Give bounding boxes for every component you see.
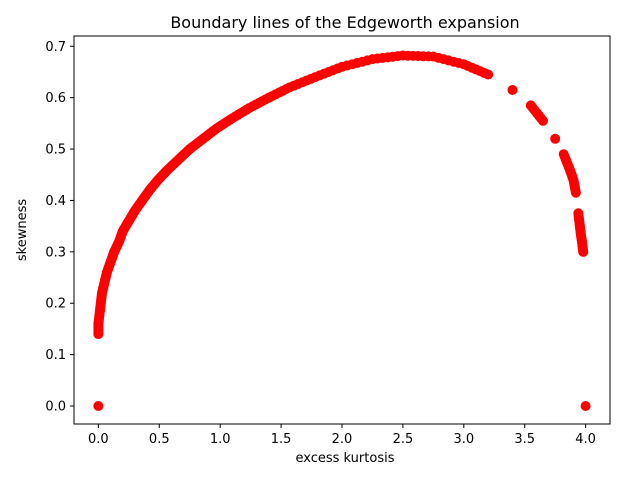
- y-tick-label: 0.2: [45, 297, 66, 312]
- x-axis-ticks: 0.0 0.5 1.0 1.5 2.0 2.5 3.0 3.5 4.0: [88, 424, 596, 447]
- y-axis-label: skewness: [15, 199, 30, 261]
- data-point: [93, 401, 104, 412]
- y-axis-ticks: 0.0 0.1 0.2 0.3 0.4 0.5 0.6 0.7: [45, 40, 74, 415]
- y-tick-label: 0.6: [45, 91, 66, 106]
- data-point: [483, 69, 494, 80]
- x-tick-label: 0.0: [88, 432, 109, 447]
- data-points: [93, 50, 591, 412]
- x-axis-label: excess kurtosis: [296, 451, 395, 466]
- x-tick-label: 2.0: [332, 432, 353, 447]
- y-tick-label: 0.5: [45, 143, 66, 158]
- data-point: [570, 187, 581, 198]
- x-tick-label: 1.5: [271, 432, 292, 447]
- x-tick-label: 1.0: [210, 432, 231, 447]
- y-tick-label: 0.1: [45, 348, 66, 363]
- data-point: [550, 133, 561, 144]
- x-tick-label: 2.5: [393, 432, 414, 447]
- y-tick-label: 0.4: [45, 194, 66, 209]
- plot-frame: [73, 35, 611, 425]
- data-point: [580, 401, 591, 412]
- chart-title: Boundary lines of the Edgeworth expansio…: [170, 13, 519, 32]
- y-tick-label: 0.7: [45, 40, 66, 55]
- x-tick-label: 3.0: [453, 432, 474, 447]
- x-tick-label: 4.0: [575, 432, 596, 447]
- data-point: [538, 115, 548, 126]
- x-tick-label: 0.5: [149, 432, 170, 447]
- y-tick-label: 0.3: [45, 245, 66, 260]
- data-point: [507, 84, 518, 95]
- data-point: [578, 246, 589, 257]
- y-tick-label: 0.0: [45, 400, 66, 415]
- x-tick-label: 3.5: [514, 432, 535, 447]
